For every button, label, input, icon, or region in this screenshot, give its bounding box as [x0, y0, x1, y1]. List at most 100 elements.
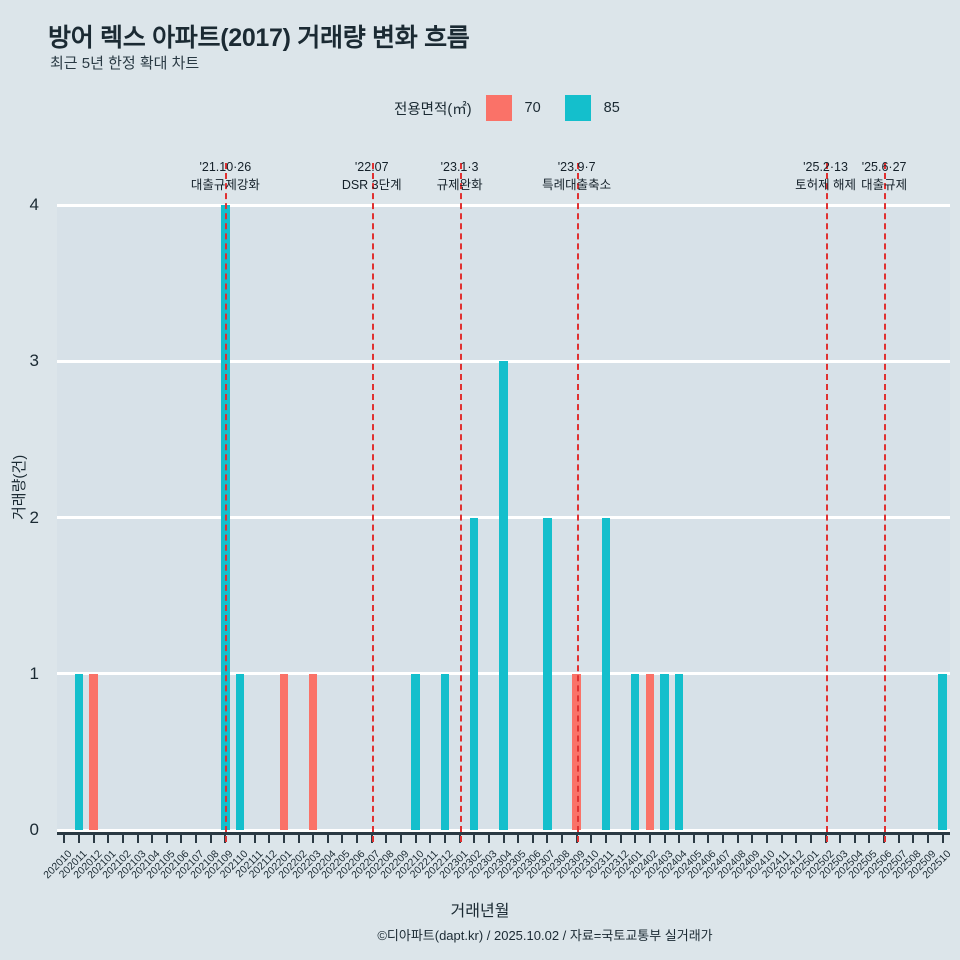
x-tick [107, 832, 110, 843]
x-tick [941, 832, 944, 843]
x-tick [561, 832, 564, 843]
x-tick [297, 832, 300, 843]
x-tick [736, 832, 739, 843]
page-subtitle: 최근 5년 한정 확대 차트 [50, 55, 200, 72]
bar[interactable] [411, 673, 420, 830]
legend-swatch-70 [485, 95, 512, 121]
x-tick [531, 832, 534, 843]
x-tick [517, 832, 520, 843]
x-tick [648, 832, 651, 843]
x-tick [92, 832, 95, 843]
annotation-label: '23.9·7 특례대출축소 [542, 158, 611, 194]
x-tick [121, 832, 124, 843]
annotation-date: '23.1·3 [440, 160, 479, 174]
annotation-text: 토허제 해제 [795, 178, 857, 193]
bar[interactable] [279, 673, 289, 830]
x-tick [590, 832, 593, 843]
x-tick [400, 832, 403, 843]
x-tick [766, 832, 768, 843]
legend-label-85: 85 [603, 100, 620, 116]
x-tick [473, 832, 476, 843]
annotation-text: 대출규제강화 [190, 178, 260, 193]
x-tick [414, 832, 417, 843]
x-tick [253, 832, 256, 843]
annotation-label: '22.07 DSR 3단계 [342, 158, 402, 194]
annotation-line [225, 163, 228, 842]
bar[interactable] [89, 673, 98, 830]
bar[interactable] [631, 673, 640, 830]
annotation-date: '25.6·27 [861, 160, 907, 174]
x-tick [795, 832, 798, 843]
x-tick [927, 832, 930, 843]
annotation-line [825, 163, 828, 842]
bar[interactable] [645, 673, 655, 830]
bar[interactable] [543, 517, 552, 830]
gridline [57, 828, 950, 832]
y-tick-label: 3 [29, 351, 39, 371]
x-tick [385, 832, 388, 843]
x-axis-title: 거래년월 [450, 903, 510, 920]
x-tick [751, 832, 754, 843]
annotation-line [576, 163, 579, 842]
x-tick [77, 832, 80, 843]
annotation-date: '25.2·13 [803, 160, 848, 174]
annotation-label: '21.10·26 대출규제강화 [191, 158, 260, 194]
bar[interactable] [938, 673, 947, 830]
bar[interactable] [660, 673, 669, 830]
annotation-label: '23.1·3 규제완화 [437, 158, 483, 194]
x-tick [312, 832, 315, 843]
x-tick [341, 832, 344, 843]
bar[interactable] [221, 205, 230, 830]
legend-label-70: 70 [524, 100, 541, 116]
annotation-label: '25.6·27 대출규제 [861, 158, 907, 194]
x-tick [546, 832, 549, 843]
x-tick [604, 832, 607, 843]
annotation-text: 대출규제 [861, 178, 908, 193]
x-tick [151, 832, 154, 843]
y-tick-label: 1 [29, 663, 39, 683]
bar[interactable] [469, 517, 479, 830]
x-tick [619, 832, 622, 843]
x-tick [853, 832, 856, 843]
x-tick [809, 832, 812, 843]
x-tick [502, 832, 505, 843]
bar[interactable] [572, 673, 581, 830]
x-tick [429, 832, 432, 843]
footer-credit: ©디아파트(dapt.kr) / 2025.10.02 / 자료=국토교통부 실… [377, 928, 713, 943]
x-tick [63, 832, 66, 843]
bar[interactable] [235, 673, 245, 830]
x-tick [238, 832, 241, 843]
bar[interactable] [601, 517, 611, 830]
bar[interactable] [674, 673, 684, 830]
bar[interactable] [308, 673, 318, 830]
x-tick [839, 832, 842, 843]
bar[interactable] [440, 673, 450, 830]
x-tick [165, 832, 168, 843]
x-tick [443, 832, 446, 843]
y-axis-title: 거래량(건) [11, 454, 28, 520]
annotation-date: '23.9·7 [557, 160, 596, 174]
bar[interactable] [74, 673, 84, 830]
x-tick [136, 832, 139, 843]
legend: 전용면적(㎡) 70 85 [394, 95, 644, 121]
annotation-text: DSR 3단계 [341, 178, 402, 193]
x-tick [487, 832, 490, 843]
x-tick [663, 832, 666, 843]
y-tick-label: 2 [29, 507, 39, 527]
x-tick [634, 832, 637, 843]
x-tick [692, 832, 695, 843]
x-tick [722, 832, 725, 843]
bar[interactable] [499, 361, 508, 830]
x-tick [678, 832, 681, 843]
annotation-text: 규제완화 [436, 178, 483, 193]
x-tick [282, 832, 285, 843]
annotation-date: '22.07 [354, 160, 389, 174]
y-tick-label: 4 [29, 195, 39, 214]
x-tick [326, 832, 329, 843]
x-tick [912, 832, 915, 843]
gridline [57, 203, 950, 207]
x-tick [780, 832, 783, 843]
annotation-date: '21.10·26 [199, 160, 252, 174]
plot-area [57, 163, 950, 842]
annotation-text: 특례대출축소 [542, 178, 612, 193]
